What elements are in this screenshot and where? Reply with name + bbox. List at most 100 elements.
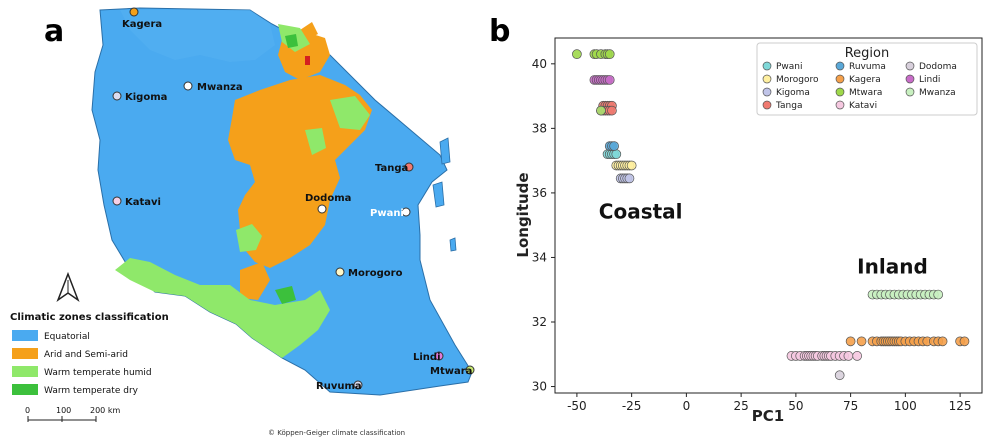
- legend-entry: Katavi: [849, 101, 877, 111]
- legend-swatch-dry: [12, 384, 38, 395]
- city-morogoro: Morogoro: [335, 267, 403, 279]
- dry-zone-north: [285, 34, 298, 48]
- city-marker: [401, 207, 411, 217]
- y-tick-label: 34: [532, 250, 547, 264]
- city-label: Tanga: [375, 163, 408, 174]
- city-kagera: Kagera: [122, 7, 162, 30]
- map-credit: © Köppen-Geiger climate classification: [268, 429, 405, 437]
- legend-marker: [835, 74, 845, 84]
- north-arrow-icon: [56, 271, 80, 303]
- x-axis-label: PC1: [752, 407, 784, 425]
- city-kigoma: Kigoma: [112, 91, 167, 103]
- panel-a-letter: a: [44, 14, 64, 49]
- data-point: [959, 336, 970, 347]
- legend-entry: Kigoma: [776, 88, 810, 98]
- city-marker: [353, 380, 363, 390]
- data-point: [572, 49, 582, 59]
- legend-swatch-equatorial: [12, 330, 38, 341]
- panel-b: b -50 -25 0 25 50 75 100 125 30 32 34 36 38 40 PC1 L…: [489, 14, 983, 425]
- city-lindi: Lindi: [413, 351, 444, 363]
- x-axis-ticks: -50 -25 0 25 50 75 100 125: [567, 393, 972, 413]
- city-ruvuma: Ruvuma: [316, 380, 363, 392]
- data-point: [834, 370, 845, 381]
- climate-map: [91, 7, 473, 396]
- legend-swatch-humid: [12, 366, 38, 377]
- city-label: Mtwara: [430, 366, 472, 377]
- legend-label-equatorial: Equatorial: [44, 332, 90, 342]
- city-marker: [112, 196, 122, 206]
- legend-entry: Ruvuma: [849, 62, 886, 72]
- legend-swatch-arid: [12, 348, 38, 359]
- legend-marker: [905, 87, 915, 97]
- city-marker: [129, 7, 139, 17]
- climate-legend-title: Climatic zones classification: [10, 312, 169, 323]
- data-point: [852, 351, 863, 361]
- panel-b-letter: b: [489, 14, 510, 49]
- city-katavi: Katavi: [112, 196, 161, 208]
- data-point: [609, 141, 619, 151]
- legend-marker: [835, 87, 845, 97]
- data-point: [626, 160, 637, 171]
- lake-region: [120, 10, 275, 62]
- climate-legend: Climatic zones classification Equatorial…: [10, 312, 169, 396]
- legend-label-arid: Arid and Semi-arid: [44, 350, 128, 360]
- y-tick-label: 30: [532, 380, 547, 394]
- group-label: Inland: [857, 255, 928, 279]
- dry-zone-south: [275, 286, 296, 304]
- scale-bar: 0 100 200 km: [25, 406, 120, 422]
- humid-zone-patch-3: [305, 128, 326, 155]
- city-markers: Kagera Mwanza Kigoma Tanga Dodoma Pwani: [112, 7, 475, 392]
- scale-tick-0: 0: [25, 406, 30, 415]
- city-marker: [335, 267, 345, 277]
- legend-marker: [762, 87, 772, 97]
- y-tick-label: 38: [532, 121, 547, 135]
- humid-zone-patch-2: [330, 96, 370, 130]
- x-tick-label: -50: [567, 399, 587, 413]
- y-axis-ticks: 30 32 34 36 38 40: [532, 57, 555, 394]
- legend-label-dry: Warm temperate dry: [44, 386, 139, 396]
- island-mafia: [449, 237, 457, 252]
- legend-marker: [835, 61, 845, 71]
- legend-entry: Tanga: [775, 101, 802, 111]
- city-marker: [404, 162, 414, 172]
- legend-title: Region: [845, 46, 890, 61]
- legend-entry: Mwanza: [919, 88, 956, 98]
- x-tick-label: 0: [683, 399, 691, 413]
- scale-tick-100: 100: [56, 406, 71, 415]
- city-marker: [434, 351, 444, 361]
- x-tick-label: 100: [894, 399, 917, 413]
- legend-entry: Morogoro: [776, 75, 819, 85]
- city-label: Katavi: [125, 197, 161, 208]
- city-marker: [183, 81, 193, 91]
- legend-entry: Dodoma: [919, 62, 957, 72]
- city-label: Morogoro: [348, 268, 403, 279]
- data-point: [604, 49, 615, 59]
- y-tick-label: 36: [532, 186, 547, 200]
- group-annotations: Coastal Inland: [599, 200, 928, 279]
- y-axis-label: Longitude: [514, 172, 532, 257]
- x-tick-label: 25: [733, 399, 748, 413]
- x-tick-label: 75: [843, 399, 858, 413]
- city-label: Dodoma: [305, 193, 351, 204]
- legend-marker: [905, 61, 915, 71]
- legend-entry: Lindi: [919, 75, 940, 85]
- humid-zone-south: [115, 258, 330, 358]
- x-tick-label: 50: [788, 399, 803, 413]
- island-pemba: [439, 137, 451, 165]
- data-point: [933, 289, 944, 300]
- city-marker: [465, 365, 475, 375]
- city-label: Kigoma: [125, 92, 167, 103]
- city-label: Ruvuma: [316, 381, 362, 392]
- arid-zone-south: [240, 262, 270, 300]
- city-tanga: Tanga: [375, 162, 414, 174]
- arid-hotspot: [305, 56, 310, 65]
- group-label: Coastal: [599, 200, 683, 224]
- legend-entry: Pwani: [776, 62, 803, 72]
- data-point: [607, 105, 617, 116]
- legend-marker: [762, 61, 772, 71]
- legend-entry: Mtwara: [849, 88, 882, 98]
- city-marker: [317, 204, 327, 214]
- legend-marker: [762, 74, 772, 84]
- data-point: [611, 149, 622, 160]
- city-marker: [112, 91, 122, 101]
